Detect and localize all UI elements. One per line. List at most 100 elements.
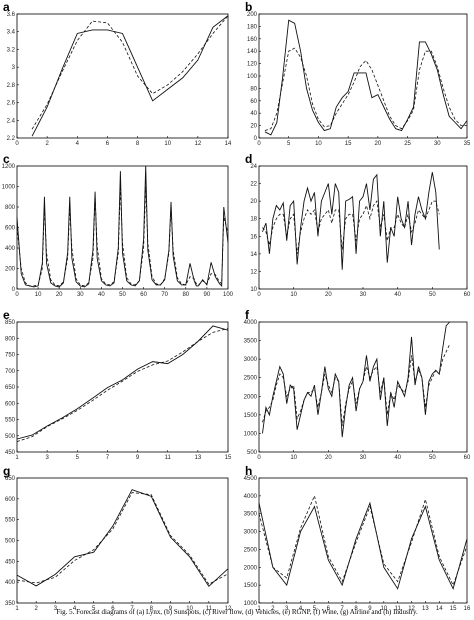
y-tick-label: 100 — [247, 74, 258, 80]
x-tick-label: 5 — [287, 141, 291, 147]
y-tick-label: 24 — [250, 164, 257, 170]
y-tick-label: 800 — [5, 205, 16, 211]
y-tick-label: 550 — [5, 518, 16, 524]
x-tick-label: 1 — [15, 606, 19, 612]
figure-caption: Fig. 5. Forecast diagrams of (a) Lynx, (… — [56, 608, 418, 616]
x-tick-label: 20 — [325, 455, 332, 461]
y-tick-label: 20 — [250, 124, 257, 130]
x-tick-label: 6 — [111, 606, 115, 612]
x-tick-label: 12 — [225, 606, 232, 612]
x-tick-label: 2 — [45, 141, 49, 147]
x-tick-label: 20 — [375, 141, 382, 147]
x-tick-label: 15 — [225, 455, 232, 461]
y-tick-label: 650 — [5, 476, 16, 482]
series-line-forecast-a — [31, 15, 229, 130]
axes-frame-g — [16, 477, 229, 604]
x-tick-label: 9 — [368, 606, 372, 612]
y-tick-label: 12 — [250, 269, 257, 275]
series-line-actual-b — [264, 19, 468, 136]
series-line-actual-d — [262, 172, 440, 270]
x-tick-label: 30 — [434, 141, 441, 147]
x-tick-label: 9 — [136, 455, 140, 461]
axes-frame-c — [16, 165, 229, 290]
y-tick-label: 2500 — [244, 547, 258, 553]
x-tick-label: 10 — [186, 606, 193, 612]
x-tick-label: 0 — [15, 292, 19, 298]
x-tick-label: 16 — [464, 606, 471, 612]
panel-letter-e: e — [3, 308, 10, 322]
x-tick-label: 15 — [345, 141, 352, 147]
y-tick-label: 140 — [247, 49, 258, 55]
x-tick-label: 11 — [206, 606, 213, 612]
x-tick-label: 7 — [106, 455, 110, 461]
x-tick-label: 8 — [354, 606, 358, 612]
y-tick-label: 120 — [247, 62, 258, 68]
x-tick-label: 25 — [404, 141, 411, 147]
x-tick-label: 40 — [394, 455, 401, 461]
x-tick-label: 11 — [165, 455, 172, 461]
x-tick-label: 80 — [182, 292, 189, 298]
axes-frame-b — [258, 13, 468, 139]
panel-f: f 0 10 20 30 40 50 60 500 1000 1500 2000 2500 3000 350… — [244, 308, 471, 461]
x-tick-label: 9 — [169, 606, 173, 612]
x-tick-label: 20 — [325, 292, 332, 298]
axes-frame-e — [16, 321, 229, 453]
y-tick-label: 0 — [254, 136, 258, 142]
y-tick-label: 2.8 — [7, 83, 16, 89]
panel-letter-h: h — [245, 464, 252, 478]
x-tick-label: 8 — [150, 606, 154, 612]
y-tick-label: 80 — [250, 86, 257, 92]
x-tick-label: 30 — [360, 292, 367, 298]
x-tick-label: 40 — [98, 292, 105, 298]
x-tick-label: 10 — [35, 292, 42, 298]
y-tick-label: 500 — [5, 539, 16, 545]
y-tick-label: 10 — [250, 287, 257, 293]
x-tick-label: 60 — [464, 292, 471, 298]
x-tick-label: 11 — [395, 606, 402, 612]
series-line-actual-c — [16, 165, 229, 288]
y-tick-label: 22 — [250, 182, 257, 188]
y-tick-label: 2500 — [244, 376, 258, 382]
x-tick-label: 0 — [257, 292, 261, 298]
x-tick-label: 0 — [257, 455, 261, 461]
y-tick-label: 1500 — [244, 413, 258, 419]
series-line-actual-e — [16, 325, 229, 440]
y-tick-label: 1000 — [244, 601, 258, 607]
y-tick-label: 700 — [5, 369, 16, 375]
x-tick-label: 20 — [56, 292, 63, 298]
x-tick-label: 60 — [140, 292, 147, 298]
y-tick-label: 3500 — [244, 512, 258, 518]
x-tick-label: 70 — [161, 292, 168, 298]
y-tick-label: 0 — [12, 287, 16, 293]
x-tick-label: 1 — [15, 455, 19, 461]
y-tick-label: 450 — [5, 450, 16, 456]
y-tick-label: 4500 — [244, 476, 258, 482]
y-tick-label: 2.4 — [7, 118, 16, 124]
y-tick-label: 450 — [5, 559, 16, 565]
x-tick-label: 12 — [195, 141, 202, 147]
series-line-forecast-f — [262, 344, 451, 427]
x-tick-label: 10 — [290, 292, 297, 298]
series-line-forecast-h — [258, 494, 468, 587]
series-line-forecast-g — [16, 492, 229, 585]
y-tick-label: 650 — [5, 385, 16, 391]
series-line-forecast-e — [16, 328, 229, 442]
panel-a: a 0 2 4 6 8 10 12 14 2.2 2.4 2.6 2.8 3 3.2 3.4 3.6 — [3, 0, 232, 147]
y-tick-label: 750 — [5, 353, 16, 359]
y-tick-label: 40 — [250, 111, 257, 117]
y-tick-label: 3.4 — [7, 30, 16, 36]
y-tick-label: 500 — [5, 434, 16, 440]
y-tick-label: 600 — [5, 226, 16, 232]
x-tick-label: 0 — [257, 141, 261, 147]
x-tick-label: 35 — [464, 141, 471, 147]
x-tick-label: 50 — [429, 455, 436, 461]
y-tick-label: 850 — [5, 320, 16, 326]
x-tick-label: 15 — [450, 606, 457, 612]
x-tick-label: 4 — [73, 606, 77, 612]
x-tick-label: 6 — [327, 606, 331, 612]
x-tick-label: 2 — [35, 606, 39, 612]
y-tick-label: 2000 — [244, 394, 258, 400]
y-tick-label: 160 — [247, 37, 258, 43]
